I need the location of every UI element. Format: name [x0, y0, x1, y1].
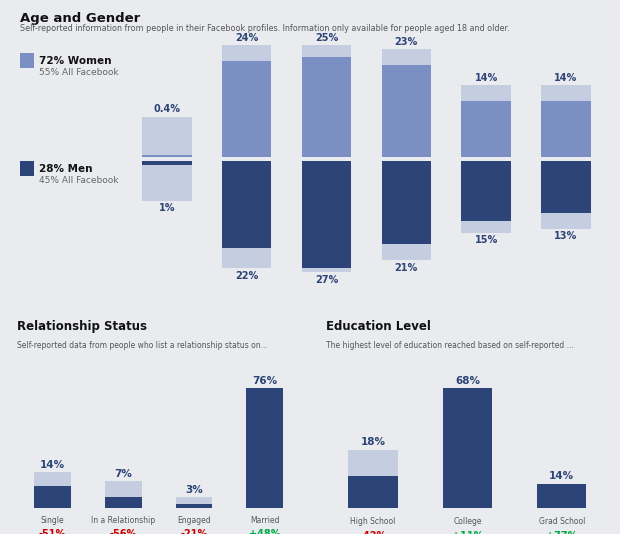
- Text: 28% Men: 28% Men: [38, 164, 92, 174]
- Text: Self-reported information from people in their Facebook profiles. Information on: Self-reported information from people in…: [20, 24, 510, 33]
- Text: Age and Gender: Age and Gender: [20, 12, 141, 25]
- Text: 45% All Facebook: 45% All Facebook: [38, 176, 118, 185]
- Bar: [20, 53, 33, 68]
- Text: Self-reported data from people who list a relationship status on...: Self-reported data from people who list …: [17, 341, 268, 350]
- Bar: [20, 161, 33, 176]
- Text: Education Level: Education Level: [326, 319, 431, 333]
- Text: The highest level of education reached based on self-reported ...: The highest level of education reached b…: [326, 341, 574, 350]
- Text: 72% Women: 72% Women: [38, 56, 111, 66]
- Text: 55% All Facebook: 55% All Facebook: [38, 68, 118, 77]
- Text: Relationship Status: Relationship Status: [17, 319, 147, 333]
